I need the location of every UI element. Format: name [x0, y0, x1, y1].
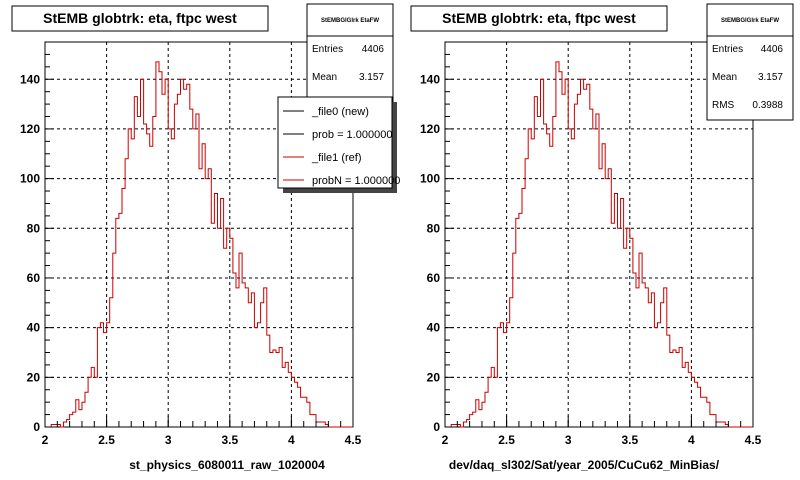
left-title-box — [11, 5, 269, 32]
right-stats-entries-label: Entries — [712, 44, 743, 55]
right-stats-rms-label: RMS — [712, 100, 735, 111]
left-stats-mean-label: Mean — [312, 72, 337, 83]
right-stats-rms-value: 0.3988 — [752, 100, 783, 111]
right-title: StEMB globtrk: eta, ftpc west — [442, 10, 636, 26]
y-tick-label: 140 — [420, 72, 440, 86]
right-y-ticks: 0 20 40 60 80 100 120 140 — [420, 41, 454, 434]
x-tick-label: 3.5 — [221, 433, 238, 447]
legend-label-prob: prob = 1.000000 — [312, 129, 392, 141]
y-tick-label: 40 — [27, 321, 41, 335]
y-tick-label: 60 — [27, 271, 41, 285]
right-stats-header: StEMBGlGlrk EtaFW — [721, 18, 779, 24]
right-stats-mean-label: Mean — [712, 72, 737, 83]
x-tick-label: 3 — [565, 433, 572, 447]
left-histogram-series-ref — [45, 61, 353, 428]
left-stats-entries-label: Entries — [312, 44, 343, 55]
y-tick-label: 80 — [427, 221, 441, 235]
right-stats-mean-value: 3.157 — [758, 72, 783, 83]
y-tick-label: 0 — [433, 420, 440, 434]
right-stats-box: StEMBGlGlrk EtaFW Entries 4406 Mean 3.15… — [706, 3, 794, 121]
left-x-axis-label: st_physics_6080011_raw_1020004 — [129, 458, 325, 472]
right-x-ticks: 2 2.5 3 3.5 4 4.5 — [442, 416, 762, 447]
right-stats-entries-value: 4406 — [761, 44, 784, 55]
x-tick-label: 3.5 — [621, 433, 638, 447]
y-tick-label: 80 — [27, 221, 41, 235]
left-y-ticks: 0 20 40 60 80 100 120 140 — [20, 41, 54, 434]
right-title-box — [410, 5, 668, 32]
x-tick-label: 4.5 — [345, 433, 362, 447]
left-x-ticks: 2 2.5 3 3.5 4 4.5 — [42, 416, 362, 447]
x-tick-label: 4 — [688, 433, 695, 447]
left-stats-mean-value: 3.157 — [359, 72, 384, 83]
x-tick-label: 2.5 — [498, 433, 515, 447]
x-tick-label: 2.5 — [98, 433, 115, 447]
left-title: StEMB globtrk: eta, ftpc west — [43, 10, 237, 26]
x-tick-label: 4 — [288, 433, 295, 447]
left-legend: _file0 (new) prob = 1.000000 _file1 (ref… — [277, 96, 400, 193]
left-stats-header: StEMBGlGlrk EtaFW — [321, 18, 379, 24]
y-tick-label: 0 — [33, 420, 40, 434]
left-panel: StEMB globtrk: eta, ftpc west 2 2.5 3 3.5 4 4… — [11, 3, 400, 472]
y-tick-label: 120 — [420, 122, 440, 136]
legend-label-new: _file0 (new) — [311, 106, 369, 118]
y-tick-label: 100 — [20, 172, 40, 186]
legend-label-ref: _file1 (ref) — [311, 152, 362, 164]
right-plot-frame — [444, 41, 754, 428]
y-tick-label: 140 — [20, 72, 40, 86]
legend-label-probn: probN = 1.000000 — [312, 175, 400, 187]
y-tick-label: 100 — [420, 172, 440, 186]
y-tick-label: 60 — [427, 271, 441, 285]
y-tick-label: 20 — [427, 370, 441, 384]
x-tick-label: 2 — [42, 433, 49, 447]
right-panel: StEMB globtrk: eta, ftpc west 2 2.5 3 3.5 4 4… — [410, 3, 794, 472]
x-tick-label: 2 — [442, 433, 449, 447]
x-tick-label: 4.5 — [745, 433, 762, 447]
y-tick-label: 40 — [427, 321, 441, 335]
x-tick-label: 3 — [165, 433, 172, 447]
y-tick-label: 20 — [27, 370, 41, 384]
left-stats-entries-value: 4406 — [362, 44, 385, 55]
right-histogram-series — [445, 61, 753, 428]
right-x-axis-label: dev/daq_sl302/Sat/year_2005/CuCu62_MinBi… — [449, 458, 720, 472]
y-tick-label: 120 — [20, 122, 40, 136]
